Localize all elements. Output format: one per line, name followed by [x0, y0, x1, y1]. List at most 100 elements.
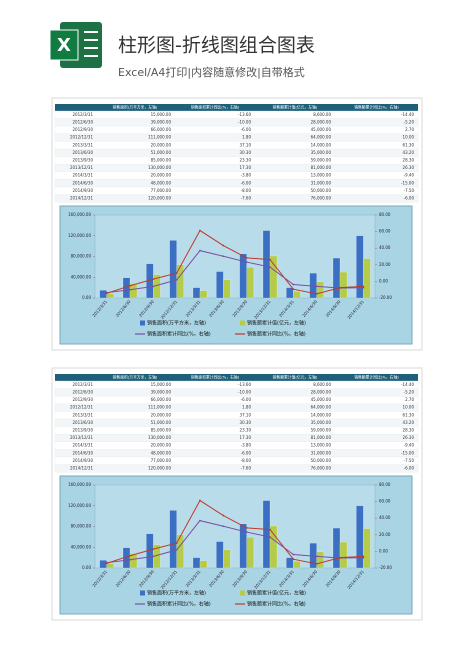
table-cell: 50,000.00 [311, 188, 332, 193]
line-marker [315, 555, 318, 558]
table-cell: 59,000.00 [311, 428, 332, 433]
table-cell: 20,000.00 [151, 412, 172, 417]
table-date: 2014/6/30 [72, 180, 93, 185]
icon-letter: X [57, 35, 71, 56]
table-cell: 45,000.00 [311, 397, 332, 402]
line-marker [199, 229, 201, 232]
table-cell: 64,000.00 [311, 135, 332, 140]
line-marker [362, 285, 365, 288]
table-header [55, 104, 418, 111]
line-marker [199, 499, 201, 502]
table-cell: 20,000.00 [151, 443, 172, 448]
bar [216, 271, 224, 299]
y-tick-label: 120,000.00 [68, 503, 91, 508]
table-date: 2012/9/30 [72, 127, 93, 132]
table-cell: 66,000.00 [151, 397, 172, 402]
bar [169, 240, 177, 299]
y2-tick-label: 40.00 [379, 515, 391, 520]
line-series [106, 520, 364, 564]
y2-tick-label: 40.00 [379, 245, 391, 250]
table-row [54, 133, 419, 142]
line-marker [222, 255, 225, 258]
table-cell: 76,000.00 [311, 466, 332, 471]
bar [99, 560, 107, 569]
table-cell: -14.40 [401, 382, 414, 387]
table-cell: 28,000.00 [311, 120, 332, 125]
bar [316, 551, 324, 569]
table-cell: 1.80 [242, 135, 251, 140]
bar [286, 287, 294, 299]
table-cell: 2.70 [405, 397, 414, 402]
bar [176, 264, 184, 299]
table-row [54, 418, 419, 427]
plot-area [94, 214, 376, 299]
y-tick-label: 80,000.00 [71, 254, 92, 259]
excel-icon: X [49, 22, 102, 68]
bar [176, 534, 184, 569]
line-marker [269, 266, 271, 268]
y2-tick-label: -20.00 [379, 295, 392, 300]
table-row [54, 110, 419, 119]
table-row [54, 126, 419, 134]
line-marker [362, 555, 365, 558]
line-marker [315, 562, 318, 565]
bar [356, 235, 364, 299]
table-cell: 23.30 [240, 428, 252, 433]
table-cell: 81,000.00 [311, 165, 332, 170]
line-marker [245, 257, 248, 259]
table-row [54, 403, 419, 412]
line-marker [362, 286, 365, 289]
table-cell: -7.50 [404, 458, 415, 463]
line-marker [199, 249, 201, 252]
table-cell: -9.40 [404, 173, 415, 178]
table-row [54, 411, 419, 420]
table-cell: 2.70 [405, 127, 414, 132]
table-cell: 17.30 [240, 165, 252, 170]
bar [363, 258, 371, 299]
table-header-cell: 销售面积累计同比(%，右轴) [191, 105, 240, 110]
table-row [54, 449, 419, 458]
table-cell: 35,000.00 [311, 150, 332, 155]
table-cell: 59,000.00 [311, 158, 332, 163]
table-cell: 111,000.00 [148, 135, 171, 140]
table-header [55, 374, 418, 381]
table-date: 2014/3/31 [72, 173, 93, 178]
table-date: 2013/12/31 [70, 165, 94, 170]
table-cell: 14,000.00 [311, 412, 332, 417]
line-marker [175, 549, 178, 551]
table-row [54, 426, 419, 435]
y2-tick-label: 0.00 [379, 278, 388, 283]
line-marker [129, 288, 131, 291]
y-tick-label: 120,000.00 [68, 233, 91, 238]
table-row [54, 148, 419, 157]
table-cell: 120,000.00 [148, 466, 171, 471]
legend-label: 销售额累计同比(%，右轴) [247, 331, 306, 338]
table-cell: 77,000.00 [151, 458, 172, 463]
table-row [54, 441, 419, 450]
table-cell: 64,000.00 [311, 405, 332, 410]
y2-tick-label: 80.00 [379, 482, 391, 487]
table-cell: 26.30 [403, 165, 415, 170]
table-cell: 31,000.00 [311, 450, 332, 455]
table-cell: -13.60 [238, 382, 251, 387]
table-cell: -8.00 [241, 458, 252, 463]
y-tick-label: 80,000.00 [71, 524, 92, 529]
table-cell: 26.30 [403, 435, 415, 440]
table-row [54, 456, 419, 465]
table-date: 2014/12/31 [70, 466, 94, 471]
bar [332, 257, 341, 299]
bar [339, 271, 348, 299]
table-date: 2014/9/30 [72, 188, 93, 193]
y2-tick-label: 80.00 [379, 212, 391, 217]
bar [269, 525, 278, 569]
table-cell: 37.10 [240, 412, 252, 417]
legend-swatch [240, 320, 245, 326]
table-cell: 1.80 [242, 405, 251, 410]
line-marker [152, 548, 155, 551]
line-marker [222, 525, 225, 528]
legend-label: 销售面积(万平方米，左轴) [147, 320, 206, 327]
table-cell: -6.00 [241, 450, 252, 455]
line-marker [292, 283, 295, 286]
bar [339, 541, 348, 569]
bar [293, 561, 301, 569]
